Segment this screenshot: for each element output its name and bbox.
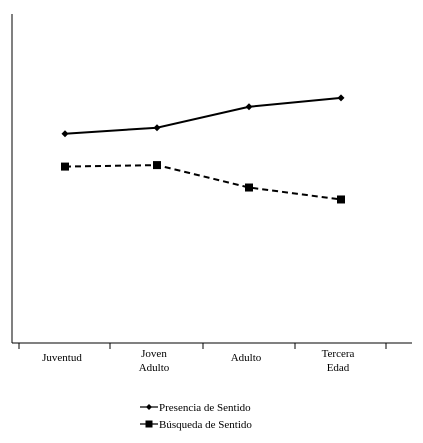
series-layer bbox=[61, 94, 345, 204]
data-point bbox=[337, 195, 345, 204]
data-point bbox=[61, 130, 69, 138]
x-tick-label: Adulto bbox=[231, 352, 262, 364]
legend-marker bbox=[146, 404, 152, 410]
data-point bbox=[153, 161, 161, 170]
x-tick-label: Joven Adulto bbox=[139, 348, 170, 374]
legend: Presencia de Sentido Búsqueda de Sentido bbox=[140, 402, 252, 431]
data-point bbox=[245, 103, 253, 111]
legend-item: Presencia de Sentido bbox=[140, 402, 251, 414]
data-point bbox=[245, 183, 253, 192]
legend-marker bbox=[145, 420, 153, 428]
legend-label: Búsqueda de Sentido bbox=[159, 419, 252, 431]
series-1 bbox=[61, 161, 345, 204]
data-point bbox=[61, 162, 69, 171]
data-point bbox=[153, 124, 161, 132]
legend-item: Búsqueda de Sentido bbox=[140, 419, 252, 431]
series-0 bbox=[61, 94, 345, 138]
series-line bbox=[64, 164, 342, 201]
x-axis-ticks bbox=[18, 343, 387, 349]
series-line bbox=[64, 96, 342, 135]
data-point bbox=[337, 94, 345, 102]
x-tick-label: Tercera Edad bbox=[322, 348, 355, 374]
x-axis-labels: Juventud Joven Adulto Adulto Tercera Edad bbox=[42, 348, 354, 374]
axes bbox=[11, 14, 412, 349]
legend-label: Presencia de Sentido bbox=[159, 402, 251, 414]
x-tick-label: Juventud bbox=[42, 352, 82, 364]
